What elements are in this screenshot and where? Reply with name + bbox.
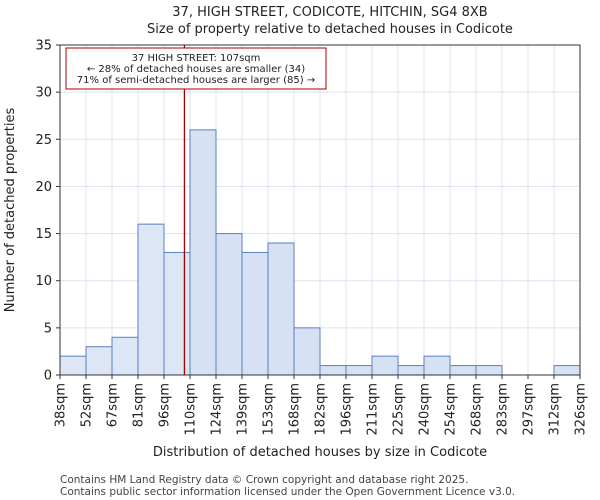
x-tick-label-254sqm: 254sqm (444, 383, 459, 436)
x-tick-label-67sqm: 67sqm (106, 383, 121, 427)
annotation: 37 HIGH STREET: 107sqm ← 28% of detached… (65, 47, 327, 90)
x-tick-label-196sqm: 196sqm (340, 383, 355, 436)
bar-196sqm (345, 365, 373, 376)
bar-124sqm (215, 233, 243, 376)
y-tick-label-30: 30 (35, 86, 52, 101)
bar-312sqm (553, 365, 581, 376)
x-tick-label-38sqm: 38sqm (54, 383, 69, 427)
x-tick-label-52sqm: 52sqm (80, 383, 95, 427)
x-axis-label: Distribution of detached houses by size … (153, 445, 487, 460)
y-tick-label-15: 15 (35, 227, 52, 242)
bar-139sqm (241, 251, 269, 376)
bar-110sqm (189, 129, 217, 376)
bar-52sqm (85, 346, 113, 376)
annotation-line-2: ← 28% of detached houses are smaller (34… (87, 64, 305, 75)
y-tick-layer: 0 5 10 15 20 25 30 35 (35, 39, 60, 384)
x-tick-label-211sqm: 211sqm (366, 383, 381, 436)
x-tick-label-139sqm: 139sqm (236, 383, 251, 436)
x-tick-label-168sqm: 168sqm (288, 383, 303, 436)
bar-81sqm (137, 223, 165, 376)
bar-96sqm (163, 251, 191, 376)
y-axis-label: Number of detached properties (3, 108, 18, 313)
x-tick-label-182sqm: 182sqm (314, 383, 329, 436)
x-tick-layer: 38sqm 52sqm 67sqm 81sqm 96sqm 110sqm 124sqm 139… (54, 375, 589, 436)
bar-268sqm (475, 365, 503, 376)
x-tick-label-283sqm: 283sqm (496, 383, 511, 436)
x-tick-label-326sqm: 326sqm (574, 383, 589, 436)
y-tick-label-10: 10 (35, 274, 52, 289)
x-tick-label-96sqm: 96sqm (158, 383, 173, 427)
annotation-line-3: 71% of semi-detached houses are larger (… (77, 75, 315, 86)
x-tick-label-124sqm: 124sqm (210, 383, 225, 436)
y-tick-label-35: 35 (35, 39, 52, 54)
x-tick-label-268sqm: 268sqm (470, 383, 485, 436)
footer-line-2: Contains public sector information licen… (60, 486, 515, 498)
bar-38sqm (59, 355, 87, 376)
bar-240sqm (423, 355, 451, 376)
bar-153sqm (267, 242, 295, 376)
bar-168sqm (293, 327, 321, 376)
bar-211sqm (371, 355, 399, 376)
y-tick-label-20: 20 (35, 180, 52, 195)
chart-subtitle: Size of property relative to detached ho… (147, 22, 513, 37)
annotation-box (65, 47, 327, 90)
footer-line-1: Contains HM Land Registry data © Crown c… (60, 474, 468, 486)
y-tick-label-0: 0 (44, 369, 52, 384)
bar-layer (59, 129, 581, 376)
x-tick-label-225sqm: 225sqm (392, 383, 407, 436)
bar-254sqm (449, 365, 477, 376)
x-tick-label-81sqm: 81sqm (132, 383, 147, 427)
bar-225sqm (397, 365, 425, 376)
bar-67sqm (111, 336, 139, 376)
x-tick-label-297sqm: 297sqm (522, 383, 537, 436)
bar-182sqm (319, 365, 347, 376)
annotation-line-1: 37 HIGH STREET: 107sqm (132, 53, 261, 64)
y-tick-label-5: 5 (44, 321, 52, 336)
x-tick-label-312sqm: 312sqm (548, 383, 563, 436)
x-tick-label-110sqm: 110sqm (184, 383, 199, 436)
x-tick-label-153sqm: 153sqm (262, 383, 277, 436)
y-tick-label-25: 25 (35, 133, 52, 148)
chart-title: 37, HIGH STREET, CODICOTE, HITCHIN, SG4 … (172, 5, 487, 20)
x-tick-label-240sqm: 240sqm (418, 383, 433, 436)
